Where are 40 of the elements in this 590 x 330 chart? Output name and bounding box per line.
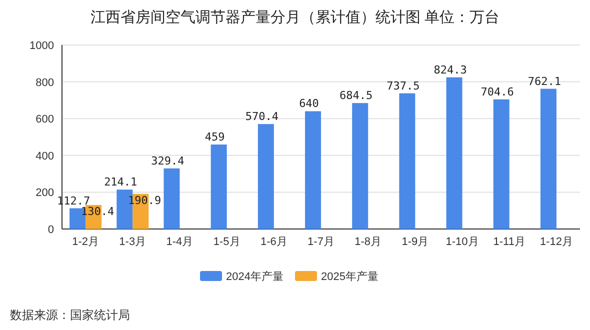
- data-label: 329.4: [151, 154, 185, 168]
- bar: [210, 144, 227, 229]
- bar: [540, 88, 556, 229]
- bar: [399, 93, 416, 229]
- x-tick-label: 1-10月: [446, 236, 479, 248]
- data-label: 762.1: [528, 74, 562, 88]
- data-label: 737.5: [386, 79, 420, 92]
- bar: [352, 103, 368, 229]
- x-tick-label: 1-5月: [213, 236, 240, 248]
- x-tick-label: 1-2月: [72, 236, 99, 248]
- bar: [305, 111, 321, 229]
- bar: [446, 77, 462, 229]
- x-tick-label: 1-3月: [119, 236, 146, 248]
- source-note: 数据来源：国家统计局: [10, 308, 130, 322]
- data-label: 704.6: [480, 85, 514, 98]
- y-tick-label: 1000: [30, 40, 54, 52]
- y-tick-label: 0: [48, 224, 54, 236]
- x-tick-label: 1-11月: [493, 236, 526, 248]
- x-tick-label: 1-12月: [540, 236, 573, 248]
- x-tick-label: 1-6月: [260, 236, 288, 248]
- data-label: 684.5: [340, 89, 373, 102]
- data-label: 459: [204, 130, 225, 144]
- legend-label: 2025年产量: [321, 270, 378, 283]
- chart-title: 江西省房间空气调节器产量分月（累计值）统计图 单位：万台: [90, 9, 500, 26]
- x-tick-label: 1-8月: [354, 236, 382, 248]
- data-label: 570.4: [245, 110, 279, 124]
- data-label: 640: [299, 97, 319, 110]
- legend-label: 2024年产量: [226, 270, 284, 283]
- y-tick-label: 200: [36, 187, 54, 200]
- bar: [258, 124, 274, 229]
- bar: [493, 99, 510, 229]
- y-tick-label: 600: [36, 114, 54, 126]
- x-tick-label: 1-7月: [308, 236, 334, 248]
- x-tick-label: 1-9月: [402, 236, 429, 248]
- data-label: 824.3: [434, 63, 467, 76]
- y-tick-label: 800: [36, 76, 54, 89]
- x-tick-label: 1-4月: [166, 236, 194, 248]
- data-label: 214.1: [104, 176, 138, 189]
- bar: [164, 168, 180, 229]
- y-tick-label: 400: [36, 150, 54, 162]
